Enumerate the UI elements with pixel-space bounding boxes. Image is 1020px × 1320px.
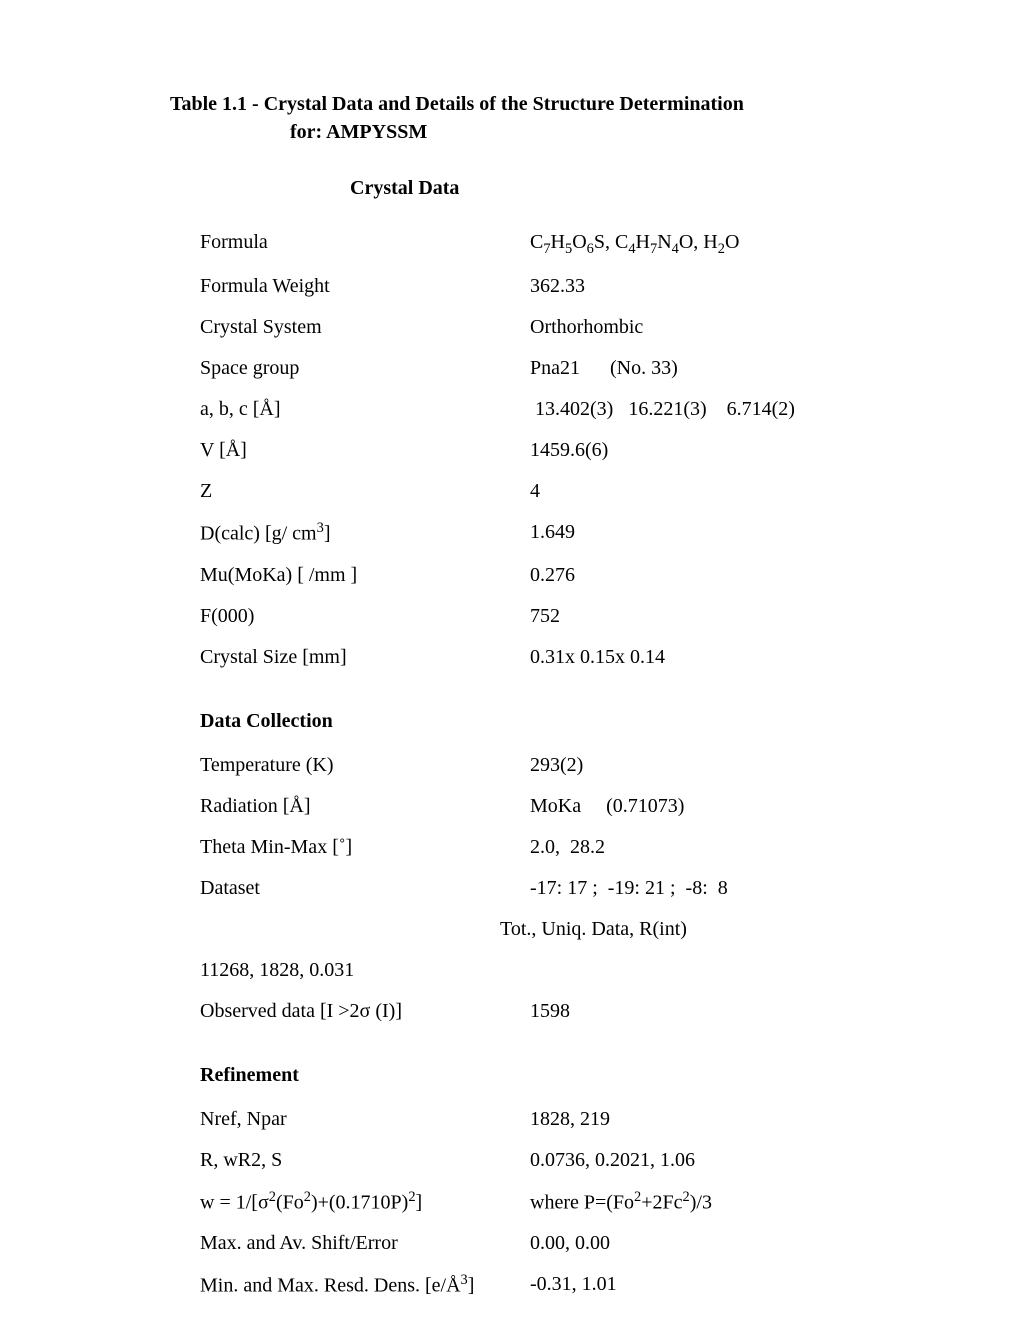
row-label: Formula Weight bbox=[200, 272, 530, 300]
row-label: F(000) bbox=[200, 602, 530, 630]
row-label: Crystal System bbox=[200, 313, 530, 341]
row-label: 11268, 1828, 0.031 bbox=[200, 956, 530, 984]
row-value: 1598 bbox=[530, 997, 860, 1025]
row-label: Min. and Max. Resd. Dens. [e/Å3] bbox=[200, 1270, 530, 1300]
row-value: 0.0736, 0.2021, 1.06 bbox=[530, 1146, 860, 1174]
title-line-1: Table 1.1 - Crystal Data and Details of … bbox=[170, 90, 860, 118]
table-row: FormulaC7H5O6S, C4H7N4O, H2O bbox=[200, 228, 860, 259]
data-collection-note: Tot., Uniq. Data, R(int) bbox=[200, 915, 860, 943]
row-label: Z bbox=[200, 477, 530, 505]
row-value: where P=(Fo2+2Fc2)/3 bbox=[530, 1187, 860, 1217]
data-collection-table-2: Observed data [I >2σ (I)]1598 bbox=[200, 997, 860, 1025]
row-value: 1.649 bbox=[530, 518, 860, 548]
table-row: Crystal Size [mm]0.31x 0.15x 0.14 bbox=[200, 643, 860, 671]
row-label: Temperature (K) bbox=[200, 751, 530, 779]
table-row: V [Å]1459.6(6) bbox=[200, 436, 860, 464]
table-row: Nref, Npar1828, 219 bbox=[200, 1105, 860, 1133]
table-row: Crystal SystemOrthorhombic bbox=[200, 313, 860, 341]
row-value: Pna21 (No. 33) bbox=[530, 354, 860, 382]
table-row: Max. and Av. Shift/Error0.00, 0.00 bbox=[200, 1229, 860, 1257]
row-label: Max. and Av. Shift/Error bbox=[200, 1229, 530, 1257]
data-collection-table: Temperature (K)293(2)Radiation [Å]MoKa (… bbox=[200, 751, 860, 902]
row-value: 2.0, 28.2 bbox=[530, 833, 860, 861]
refinement-table: Nref, Npar1828, 219R, wR2, S0.0736, 0.20… bbox=[200, 1105, 860, 1300]
section-heading-refinement: Refinement bbox=[200, 1061, 860, 1089]
row-value: 13.402(3) 16.221(3) 6.714(2) bbox=[530, 395, 860, 423]
table-row: Formula Weight362.33 bbox=[200, 272, 860, 300]
row-label: Formula bbox=[200, 228, 530, 259]
row-label: w = 1/[σ2(Fo2)+(0.1710P)2] bbox=[200, 1187, 530, 1217]
table-row: w = 1/[σ2(Fo2)+(0.1710P)2]where P=(Fo2+2… bbox=[200, 1187, 860, 1217]
row-label: D(calc) [g/ cm3] bbox=[200, 518, 530, 548]
row-label: Radiation [Å] bbox=[200, 792, 530, 820]
table-row: Observed data [I >2σ (I)]1598 bbox=[200, 997, 860, 1025]
row-label: Observed data [I >2σ (I)] bbox=[200, 997, 530, 1025]
row-label: Crystal Size [mm] bbox=[200, 643, 530, 671]
table-row: Theta Min-Max [˚]2.0, 28.2 bbox=[200, 833, 860, 861]
row-value: C7H5O6S, C4H7N4O, H2O bbox=[530, 228, 860, 259]
table-row: Mu(MoKa) [ /mm ]0.276 bbox=[200, 561, 860, 589]
title-line-2: for: AMPYSSM bbox=[170, 118, 860, 146]
row-label: Space group bbox=[200, 354, 530, 382]
table-row: D(calc) [g/ cm3]1.649 bbox=[200, 518, 860, 548]
crystal-data-table: FormulaC7H5O6S, C4H7N4O, H2OFormula Weig… bbox=[200, 228, 860, 671]
row-label: Theta Min-Max [˚] bbox=[200, 833, 530, 861]
title-block: Table 1.1 - Crystal Data and Details of … bbox=[170, 90, 860, 146]
row-value: 1828, 219 bbox=[530, 1105, 860, 1133]
table-row: 11268, 1828, 0.031 bbox=[200, 956, 860, 984]
row-value: -17: 17 ; -19: 21 ; -8: 8 bbox=[530, 874, 860, 902]
table-row: Dataset-17: 17 ; -19: 21 ; -8: 8 bbox=[200, 874, 860, 902]
row-value: 1459.6(6) bbox=[530, 436, 860, 464]
row-value: -0.31, 1.01 bbox=[530, 1270, 860, 1300]
row-label: Dataset bbox=[200, 874, 530, 902]
row-value: 0.276 bbox=[530, 561, 860, 589]
table-row: Radiation [Å]MoKa (0.71073) bbox=[200, 792, 860, 820]
row-label: V [Å] bbox=[200, 436, 530, 464]
row-value: 4 bbox=[530, 477, 860, 505]
row-value bbox=[530, 956, 860, 984]
row-value: 362.33 bbox=[530, 272, 860, 300]
table-row: F(000)752 bbox=[200, 602, 860, 630]
row-label: R, wR2, S bbox=[200, 1146, 530, 1174]
table-row: R, wR2, S0.0736, 0.2021, 1.06 bbox=[200, 1146, 860, 1174]
row-value: MoKa (0.71073) bbox=[530, 792, 860, 820]
row-value: 293(2) bbox=[530, 751, 860, 779]
table-row: a, b, c [Å] 13.402(3) 16.221(3) 6.714(2) bbox=[200, 395, 860, 423]
table-row: Z4 bbox=[200, 477, 860, 505]
row-label: a, b, c [Å] bbox=[200, 395, 530, 423]
row-value: Orthorhombic bbox=[530, 313, 860, 341]
table-row: Temperature (K)293(2) bbox=[200, 751, 860, 779]
row-value: 0.31x 0.15x 0.14 bbox=[530, 643, 860, 671]
table-row: Min. and Max. Resd. Dens. [e/Å3]-0.31, 1… bbox=[200, 1270, 860, 1300]
table-row: Space groupPna21 (No. 33) bbox=[200, 354, 860, 382]
row-label: Nref, Npar bbox=[200, 1105, 530, 1133]
section-heading-data-collection: Data Collection bbox=[200, 707, 860, 735]
row-label: Mu(MoKa) [ /mm ] bbox=[200, 561, 530, 589]
row-value: 0.00, 0.00 bbox=[530, 1229, 860, 1257]
data-collection-extra: 11268, 1828, 0.031 bbox=[200, 956, 860, 984]
section-heading-crystal-data: Crystal Data bbox=[200, 174, 860, 202]
row-value: 752 bbox=[530, 602, 860, 630]
